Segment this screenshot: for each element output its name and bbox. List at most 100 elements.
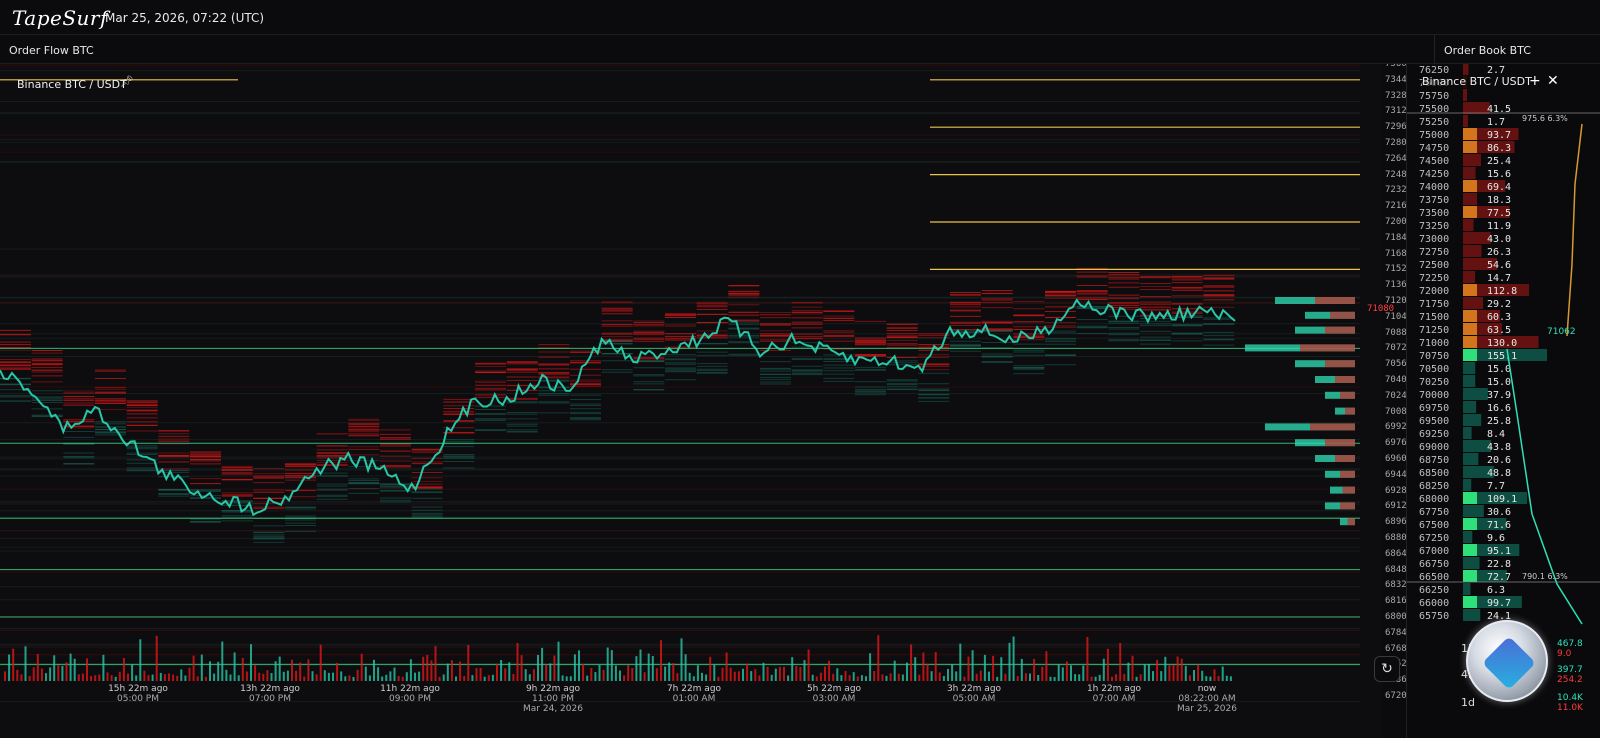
order-book-price[interactable]: 72750 <box>1419 247 1449 258</box>
price-axis-label: 72960 <box>1385 122 1406 133</box>
volume-bar <box>1111 676 1113 681</box>
timeframe-1d[interactable]: 1d <box>1461 696 1475 709</box>
order-book-price[interactable]: 68750 <box>1419 455 1449 466</box>
volume-bar <box>168 673 170 681</box>
order-book-price[interactable]: 67750 <box>1419 507 1449 518</box>
volume-bar <box>184 675 187 681</box>
order-book-price[interactable]: 69000 <box>1419 442 1449 453</box>
order-book-price[interactable]: 70250 <box>1419 377 1449 388</box>
order-book-price[interactable]: 69750 <box>1419 403 1449 414</box>
pin-icon[interactable]: 📌︎ <box>120 75 134 88</box>
order-book-size: 37.9 <box>1487 390 1511 401</box>
order-book-price[interactable]: 67250 <box>1419 533 1449 544</box>
price-axis-label: 69760 <box>1385 438 1406 449</box>
volume-bar <box>1156 659 1159 681</box>
volume-bar <box>20 674 23 681</box>
order-book-price[interactable]: 72000 <box>1419 286 1449 297</box>
order-book-price[interactable]: 75000 <box>1419 130 1449 141</box>
volume-bar <box>938 672 941 681</box>
bid-depth-bar <box>1463 466 1494 478</box>
order-book-price[interactable]: 68500 <box>1419 468 1449 479</box>
volume-bar <box>53 655 56 681</box>
order-flow-chart[interactable]: Binance BTC / USDT 📌︎ 73600 73440 73280 731… <box>0 64 1406 738</box>
order-book-price[interactable]: 67500 <box>1419 520 1449 531</box>
volume-bar <box>122 657 125 681</box>
time-axis[interactable]: 15h 22m ago 05:00 PM 13h 22m ago 07:00 PM 11… <box>0 684 1383 738</box>
refresh-icon[interactable]: ↻ <box>1374 656 1400 682</box>
volume-bar <box>254 665 257 681</box>
order-book-price[interactable]: 74000 <box>1419 182 1449 193</box>
close-icon[interactable]: ✕ <box>1547 73 1559 89</box>
order-book-price[interactable]: 66750 <box>1419 559 1449 570</box>
order-book-price[interactable]: 66500 <box>1419 572 1449 583</box>
order-book-price[interactable]: 75500 <box>1419 104 1449 115</box>
price-axis-label: 71360 <box>1385 280 1406 291</box>
order-book-size: 77.5 <box>1487 208 1511 219</box>
volume-bar <box>221 641 224 681</box>
order-book-price[interactable]: 70500 <box>1419 364 1449 375</box>
order-book-price[interactable]: 74250 <box>1419 169 1449 180</box>
volume-bar <box>1074 674 1077 681</box>
volume-bar <box>94 675 97 681</box>
add-icon[interactable]: + <box>1529 73 1541 89</box>
order-book-price[interactable]: 69250 <box>1419 429 1449 440</box>
order-flow-heatmap[interactable] <box>0 64 1383 738</box>
order-book-price[interactable]: 72250 <box>1419 273 1449 284</box>
order-book-price[interactable]: 71750 <box>1419 299 1449 310</box>
volume-bar <box>573 654 576 681</box>
volume-bar <box>594 672 597 681</box>
volume-bar <box>881 674 884 681</box>
volume-bar <box>869 653 872 681</box>
price-axis-label: 68160 <box>1385 596 1406 607</box>
order-book-price[interactable]: 69500 <box>1419 416 1449 427</box>
order-book-price[interactable]: 75750 <box>1419 91 1449 102</box>
order-book-price[interactable]: 70750 <box>1419 351 1449 362</box>
ask-depth-bar <box>1463 167 1476 179</box>
app-logo[interactable]: TapeSurf <box>12 6 108 30</box>
order-book-size: 9.6 <box>1487 533 1505 544</box>
volume-profile-bar <box>1345 407 1355 415</box>
volume-bar <box>315 674 318 681</box>
price-axis-label: 73600 <box>1385 64 1406 69</box>
timeframe-buy-volume: 467.8 <box>1557 639 1583 649</box>
order-book-price[interactable]: 75250 <box>1419 117 1449 128</box>
order-book-price[interactable]: 71000 <box>1419 338 1449 349</box>
order-book-price[interactable]: 72500 <box>1419 260 1449 271</box>
order-book-price[interactable]: 73750 <box>1419 195 1449 206</box>
coin-logo-icon <box>1466 620 1548 702</box>
volume-bar <box>746 663 749 681</box>
order-book-price[interactable]: 66000 <box>1419 598 1449 609</box>
order-book-price[interactable]: 68250 <box>1419 481 1449 492</box>
volume-bar <box>151 674 154 681</box>
order-book-price[interactable]: 76250 <box>1419 65 1449 76</box>
price-axis[interactable]: 73600 73440 73280 73120 72960 72800 72640 72480… <box>1383 64 1406 738</box>
volume-bar <box>1143 664 1146 681</box>
order-book-price[interactable]: 73500 <box>1419 208 1449 219</box>
volume-bar <box>1000 657 1003 681</box>
order-book-price[interactable]: 71500 <box>1419 312 1449 323</box>
volume-bar <box>77 674 80 681</box>
order-book-price[interactable]: 71250 <box>1419 325 1449 336</box>
order-book-price[interactable]: 74500 <box>1419 156 1449 167</box>
order-book-price[interactable]: 65750 <box>1419 611 1449 622</box>
volume-profile-bar <box>1340 391 1355 399</box>
order-book-price[interactable]: 73250 <box>1419 221 1449 232</box>
ask-depth-bar <box>1463 245 1482 257</box>
order-book-size: 69.4 <box>1487 182 1511 193</box>
order-book-price[interactable]: 66250 <box>1419 585 1449 596</box>
volume-bar <box>996 676 999 681</box>
volume-bar <box>832 673 835 681</box>
ask-depth-bar <box>1463 258 1498 270</box>
order-book-price[interactable]: 73000 <box>1419 234 1449 245</box>
order-book-price[interactable]: 67000 <box>1419 546 1449 557</box>
order-book-price[interactable]: 70000 <box>1419 390 1449 401</box>
volume-bar <box>217 661 220 681</box>
volume-bar <box>569 676 572 681</box>
order-book-price[interactable]: 74750 <box>1419 143 1449 154</box>
volume-bar <box>135 675 138 681</box>
volume-bar <box>979 670 982 681</box>
volume-bar <box>291 659 293 681</box>
volume-profile-bar <box>1340 502 1355 510</box>
volume-bar <box>885 675 888 681</box>
order-book-price[interactable]: 68000 <box>1419 494 1449 505</box>
